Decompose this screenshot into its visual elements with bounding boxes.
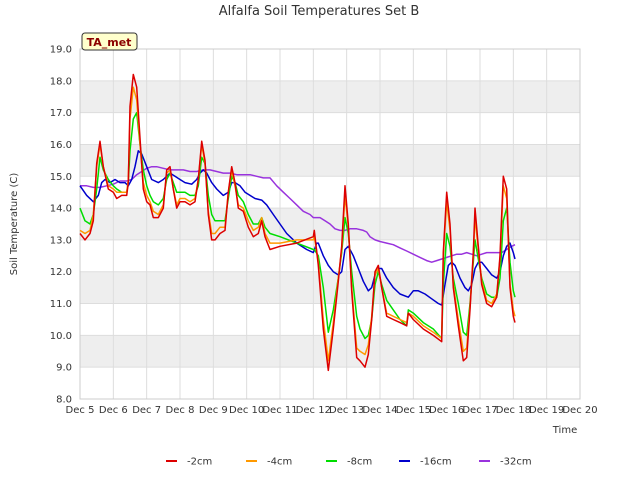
x-tick-label: Dec 11	[262, 405, 297, 416]
y-tick-label: 9.0	[56, 363, 72, 374]
y-tick-label: 14.0	[50, 204, 72, 215]
x-tick-label: Dec 5	[66, 405, 95, 416]
legend-label: -2cm	[187, 457, 212, 468]
y-axis-label: Soil Temperature (C)	[9, 173, 20, 276]
plot-border	[79, 48, 581, 400]
y-axis-ticks: 8.0 9.0 10.0 11.0 12.0 13.0 14.0 15.0 16.0 17.0 18…	[50, 45, 72, 406]
plot-band	[80, 80, 580, 113]
legend-label: -8cm	[347, 457, 372, 468]
y-tick-label: 8.0	[56, 395, 72, 406]
grid-lines	[79, 48, 581, 400]
x-tick-label: Dec 18	[496, 405, 531, 416]
x-tick-label: Dec 20	[562, 405, 597, 416]
y-tick-label: 15.0	[50, 172, 72, 183]
legend-label: -4cm	[267, 457, 292, 468]
legend: -2cm -4cm -8cm -16cm -32cm	[166, 457, 532, 468]
y-tick-label: 17.0	[50, 108, 72, 119]
y-tick-label: 11.0	[50, 299, 72, 310]
legend-label: -16cm	[420, 457, 452, 468]
x-tick-label: Dec 8	[166, 405, 195, 416]
x-tick-label: Dec 19	[529, 405, 564, 416]
y-tick-label: 10.0	[50, 331, 72, 342]
x-tick-label: Dec 16	[429, 405, 464, 416]
y-tick-label: 13.0	[50, 235, 72, 246]
plot-band	[80, 271, 580, 304]
y-tick-label: 19.0	[50, 45, 72, 56]
badge-box	[81, 32, 138, 51]
x-tick-label: Dec 7	[132, 405, 161, 416]
plot-band	[80, 144, 580, 177]
x-tick-label: Dec 17	[462, 405, 497, 416]
y-tick-label: 18.0	[50, 76, 72, 87]
y-tick-label: 12.0	[50, 267, 72, 278]
badge-label: TA_met	[87, 36, 132, 49]
x-tick-label: Dec 6	[99, 405, 128, 416]
series-line-16cm-line	[79, 150, 516, 306]
ta-met-badge: TA_met	[81, 32, 138, 51]
x-tick-label: Dec 13	[329, 405, 364, 416]
y-tick-label: 16.0	[50, 140, 72, 151]
x-axis-label: Time	[552, 425, 577, 436]
series-line-32cm-line	[80, 165, 516, 263]
legend-label: -32cm	[500, 457, 532, 468]
x-tick-label: Dec 12	[296, 405, 331, 416]
series-layer	[79, 73, 516, 372]
x-tick-label: Dec 9	[199, 405, 228, 416]
chart-title: Alfalfa Soil Temperatures Set B	[219, 4, 420, 19]
x-tick-label: Dec 14	[362, 405, 397, 416]
x-tick-label: Dec 10	[229, 405, 264, 416]
x-tick-label: Dec 15	[396, 405, 431, 416]
series-line-2cm-line	[79, 73, 516, 372]
